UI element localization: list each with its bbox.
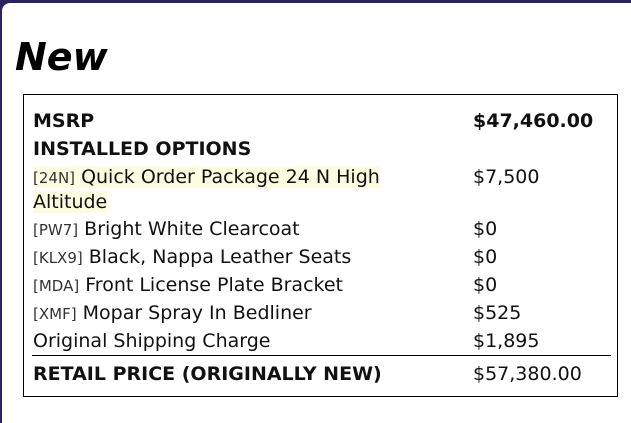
page-title: New [15,35,108,79]
shipping-value: $1,895 [473,330,540,352]
option-name: Bright White Clearcoat [84,218,300,240]
msrp-value: $47,460.00 [473,110,594,132]
option-name: Front License Plate Bracket [85,274,343,296]
window-sticker-table: MSRP $47,460.00 INSTALLED OPTIONS [24N] … [23,94,618,397]
option-name: Quick Order Package 24 N High Altitude [33,166,380,213]
option-name: Mopar Spray In Bedliner [82,302,312,324]
option-code: [XMF] [33,305,77,323]
option-code: [24N] [33,169,76,187]
option-price: $0 [473,274,498,296]
option-price: $0 [473,218,498,240]
option-price: $7,500 [473,166,540,188]
option-code: [PW7] [33,221,79,239]
msrp-label: MSRP [33,110,95,132]
option-code: [MDA] [33,277,80,295]
shipping-label: Original Shipping Charge [33,330,271,352]
option-name: Black, Nappa Leather Seats [88,246,352,268]
option-code: [KLX9] [33,249,83,267]
price-panel: New MSRP $47,460.00 INSTALLED OPTIONS [2… [2,3,631,423]
option-price: $0 [473,246,498,268]
total-divider [32,355,611,356]
option-price: $525 [473,302,522,324]
retail-value: $57,380.00 [473,363,582,385]
retail-label: RETAIL PRICE (ORIGINALLY NEW) [33,363,382,385]
installed-options-label: INSTALLED OPTIONS [33,138,252,160]
